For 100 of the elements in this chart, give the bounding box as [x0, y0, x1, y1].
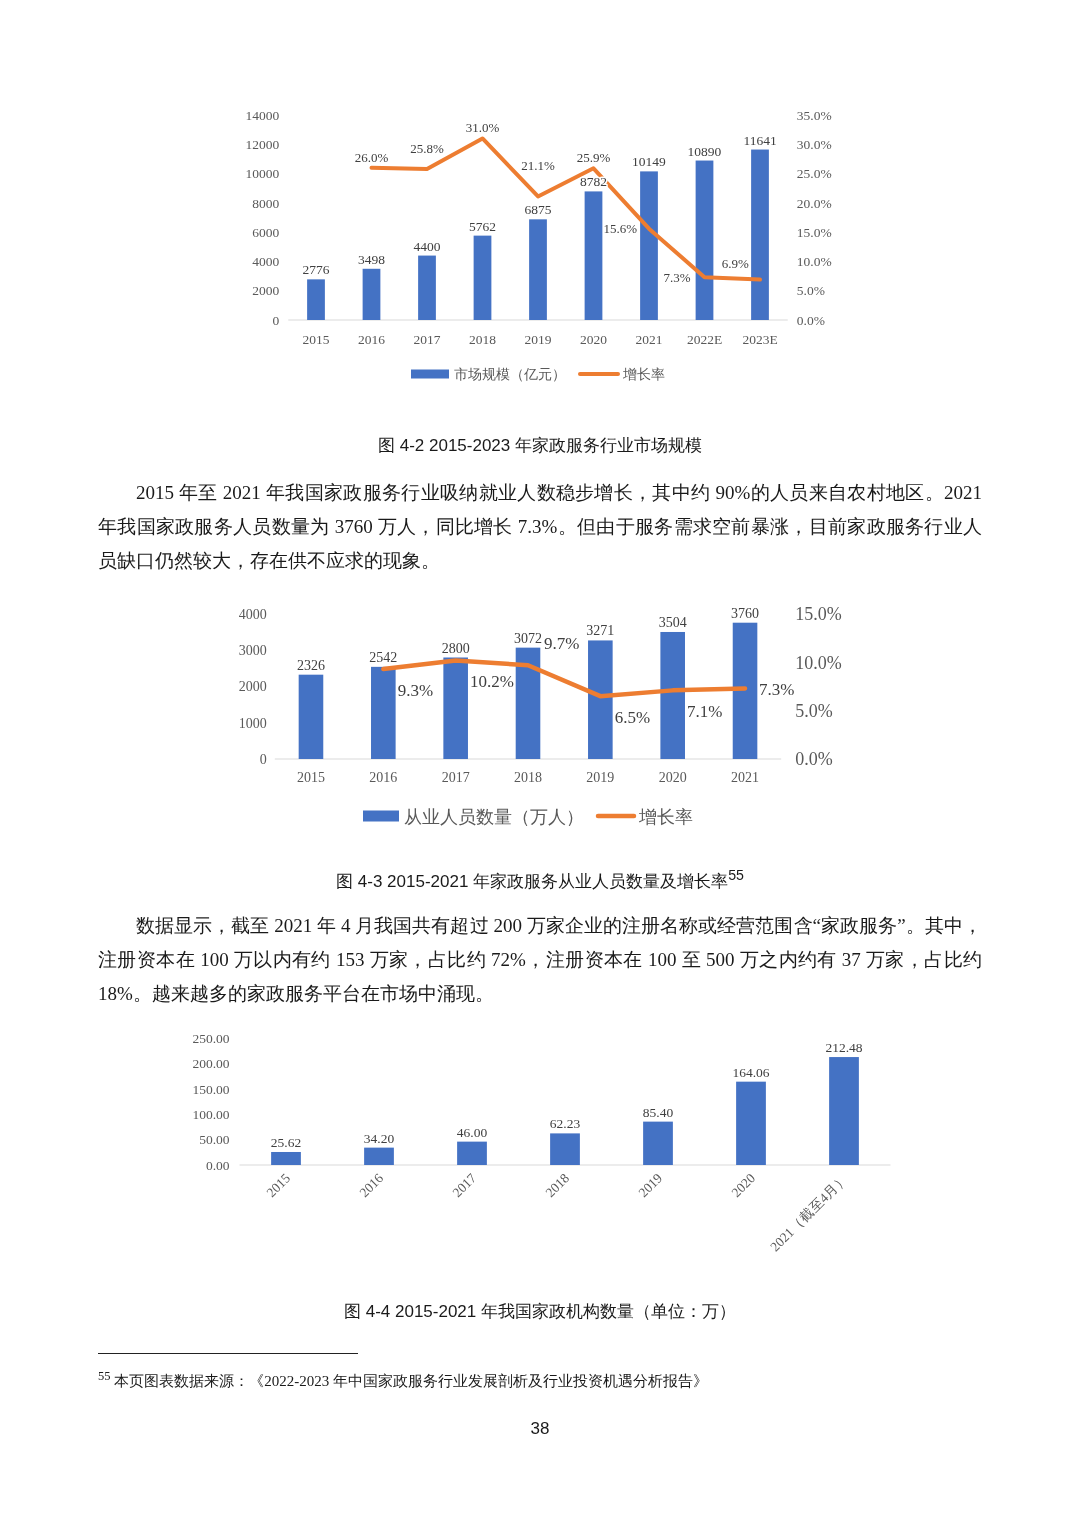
data-label: 25.9% [576, 150, 611, 166]
x-tick-label: 2015 [302, 332, 330, 347]
y2-tick-label: 5.0% [795, 701, 833, 721]
bar [443, 657, 468, 759]
x-tick-label: 2022E [686, 332, 723, 347]
x-tick-label: 2018 [514, 770, 542, 785]
bar [473, 235, 492, 320]
data-label: 6.9% [721, 256, 749, 272]
bar [736, 1081, 766, 1165]
x-tick-label: 2017 [441, 770, 470, 785]
data-label: 31.0% [465, 120, 500, 136]
y-tick-label: 8000 [252, 195, 280, 211]
data-label: 11641 [743, 132, 777, 148]
data-label: 15.6% [603, 221, 638, 237]
x-tick-label: 2015 [297, 770, 325, 785]
x-tick-label: 2020 [580, 332, 608, 347]
data-label: 25.62 [270, 1135, 302, 1150]
data-label: 6.5% [614, 708, 651, 728]
data-label: 2776 [302, 262, 330, 278]
y2-tick-label: 10.0% [796, 254, 832, 270]
bar [829, 1057, 859, 1165]
text: 数据显示，截至 2021 年 4 月我国共有超过 200 万家企业的注册名称或经营范围含“家政服务”。其中，注册资本在 100 万以内有约 153 万家，占比约 72%，注册资本在 100 至 500 万之内约有 37 万家，占比约 18%。越来越多的家政服务平台在市场中涌现。 [98, 914, 982, 1006]
data-label: 7.3% [663, 270, 691, 286]
y2-tick-label: 0.0% [796, 312, 825, 328]
y2-tick-label: 15.0% [795, 604, 842, 625]
data-label: 2542 [369, 649, 398, 665]
y-tick-label: 4000 [238, 606, 267, 622]
data-label: 26.0% [354, 149, 389, 165]
y-tick-label: 0 [259, 751, 267, 767]
data-label: 21.1% [521, 158, 555, 174]
y-tick-label: 50.00 [199, 1132, 230, 1148]
x-tick-label: 2019 [586, 770, 615, 785]
y2-tick-label: 20.0% [796, 195, 832, 211]
data-label: 6875 [524, 202, 552, 218]
y2-tick-label: 5.0% [796, 283, 825, 299]
y-tick-label: 100.00 [192, 1106, 230, 1122]
bar [550, 1133, 580, 1165]
x-tick-label: 2016 [369, 770, 398, 785]
x-tick-label: 2016 [358, 332, 386, 347]
x-tick-label: 2017 [413, 332, 441, 347]
y-tick-label: 250.00 [192, 1030, 230, 1046]
bar [751, 149, 769, 320]
bar [515, 647, 541, 759]
data-label: 5762 [469, 218, 496, 234]
bar [371, 666, 396, 759]
bar [418, 255, 436, 320]
y2-tick-label: 25.0% [796, 166, 832, 182]
data-label: 10890 [687, 143, 722, 159]
y-tick-label: 3000 [238, 643, 267, 659]
x-tick-label: 2020 [658, 770, 687, 785]
data-label: 62.23 [549, 1116, 581, 1132]
data-label: 9.3% [397, 681, 434, 701]
data-label: 4400 [413, 238, 441, 254]
bar [307, 279, 325, 320]
bar [364, 1147, 394, 1165]
text: 图 4-4 2015-2021 年我国家政机构数量（单位：万） [342, 1301, 737, 1323]
legend-label: 从业人员数量（万人） [404, 806, 584, 827]
data-label: 3504 [658, 615, 687, 630]
data-label: 25.8% [410, 140, 444, 156]
bar [732, 622, 758, 759]
x-tick-label: 2023E [742, 332, 778, 347]
bar [584, 191, 603, 320]
y-tick-label: 0.00 [205, 1157, 230, 1173]
legend-label: 增长率 [622, 367, 665, 382]
y2-tick-label: 0.0% [795, 749, 833, 770]
legend-label: 增长率 [638, 806, 693, 827]
data-label: 10149 [632, 154, 667, 170]
bar [660, 631, 685, 759]
data-label: 46.00 [456, 1124, 488, 1140]
y2-tick-label: 15.0% [796, 224, 832, 240]
data-label: 212.48 [825, 1040, 863, 1056]
bar [588, 640, 613, 759]
text: 图 4-2 2015-2023 年家政服务行业市场规模 [376, 435, 703, 457]
data-label: 3271 [586, 623, 615, 639]
data-label: 2326 [297, 657, 325, 673]
data-label: 7.1% [687, 702, 723, 722]
x-tick-label: 2021 [635, 332, 663, 347]
y-tick-label: 4000 [252, 254, 280, 270]
y-tick-label: 10000 [245, 166, 280, 182]
data-label: 164.06 [732, 1064, 770, 1080]
y2-tick-label: 35.0% [796, 107, 832, 123]
text: 38 [529, 1418, 551, 1440]
bar [362, 268, 381, 320]
data-label: 3072 [514, 630, 542, 646]
y-tick-label: 0 [272, 312, 280, 328]
text: 2015 年至 2021 年我国家政服务行业吸纳就业人数稳步增长，其中约 90%的人员来自农村地区。2021 年我国家政服务人员数量为 3760 万人，同比增长 7.3%。但由于服务需求空前暴涨，目前家政服务行业人员缺口仍然较大，存在供不应求的现象。 [98, 481, 982, 573]
legend-label: 市场规模（亿元） [454, 367, 566, 382]
bar [298, 674, 324, 759]
text: 图 4-3 2015-2021 年家政服务从业人员数量及增长率$^{55}$ [335, 867, 745, 893]
data-label: 10.2% [470, 672, 515, 692]
bar [695, 160, 714, 320]
bar [640, 171, 658, 320]
x-tick-label: 2019 [524, 332, 552, 347]
y-tick-label: 6000 [252, 224, 280, 240]
y-tick-label: 14000 [245, 107, 280, 123]
data-label: 8782 [580, 174, 607, 190]
y-tick-label: 2000 [252, 283, 280, 299]
y-tick-label: 200.00 [192, 1056, 230, 1072]
bar [529, 219, 547, 320]
text: $^{55}$ 本页图表数据来源：《2022-2023 年中国家政服务行业发展剖析及行业投资机遇分析报告》 [98, 1368, 709, 1391]
